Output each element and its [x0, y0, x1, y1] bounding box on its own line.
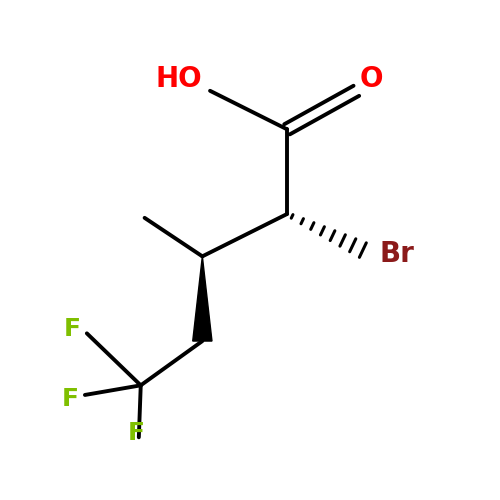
Polygon shape: [192, 256, 212, 341]
Text: O: O: [360, 65, 384, 93]
Text: HO: HO: [156, 65, 202, 93]
Text: F: F: [128, 421, 144, 445]
Text: Br: Br: [380, 240, 414, 268]
Text: F: F: [64, 318, 80, 342]
Text: F: F: [62, 387, 79, 411]
